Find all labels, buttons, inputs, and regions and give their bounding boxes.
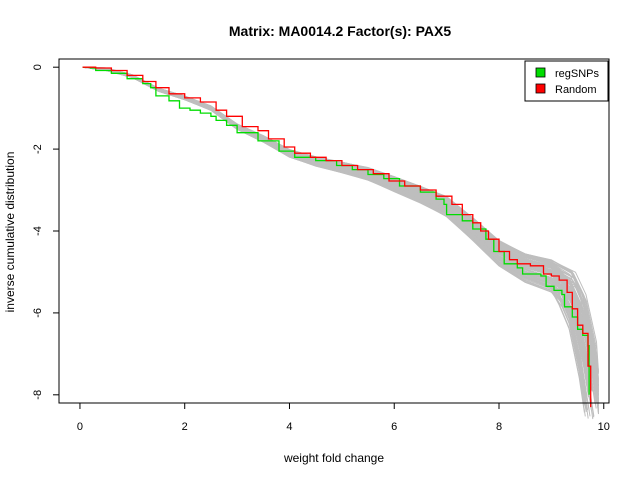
legend-swatch-random — [535, 83, 546, 94]
y-tick-label: 0 — [32, 64, 44, 70]
y-axis-label: inverse cumulative distribution — [3, 152, 17, 313]
series-line-random — [82, 66, 592, 408]
series-line-regsnps — [82, 66, 590, 395]
y-tick-label: -4 — [32, 226, 44, 236]
y-tick-label: -2 — [32, 144, 44, 154]
x-axis: 0 2 4 6 8 10 — [77, 403, 610, 433]
legend-swatch-regsnps — [535, 67, 546, 78]
y-tick-label: -6 — [32, 308, 44, 318]
plot-frame — [58, 58, 610, 404]
legend-label-random: Random — [555, 84, 597, 96]
legend-label-regsnps: regSNPs — [555, 68, 600, 80]
x-axis-label: weight fold change — [283, 451, 384, 465]
x-tick-label: 6 — [391, 421, 397, 433]
x-tick-label: 4 — [286, 421, 292, 433]
y-axis: 0 -2 -4 -6 -8 — [32, 64, 59, 400]
series-lines — [82, 66, 592, 408]
x-tick-label: 10 — [598, 421, 610, 433]
y-tick-label: -8 — [32, 390, 44, 400]
chart-title: Matrix: MA0014.2 Factor(s): PAX5 — [229, 23, 451, 39]
background-line — [82, 66, 599, 413]
x-tick-label: 8 — [496, 421, 502, 433]
legend: regSNPs Random — [524, 60, 609, 102]
x-tick-label: 0 — [77, 421, 83, 433]
x-tick-label: 2 — [182, 421, 188, 433]
